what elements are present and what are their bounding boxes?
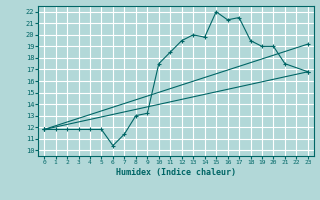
X-axis label: Humidex (Indice chaleur): Humidex (Indice chaleur): [116, 168, 236, 177]
